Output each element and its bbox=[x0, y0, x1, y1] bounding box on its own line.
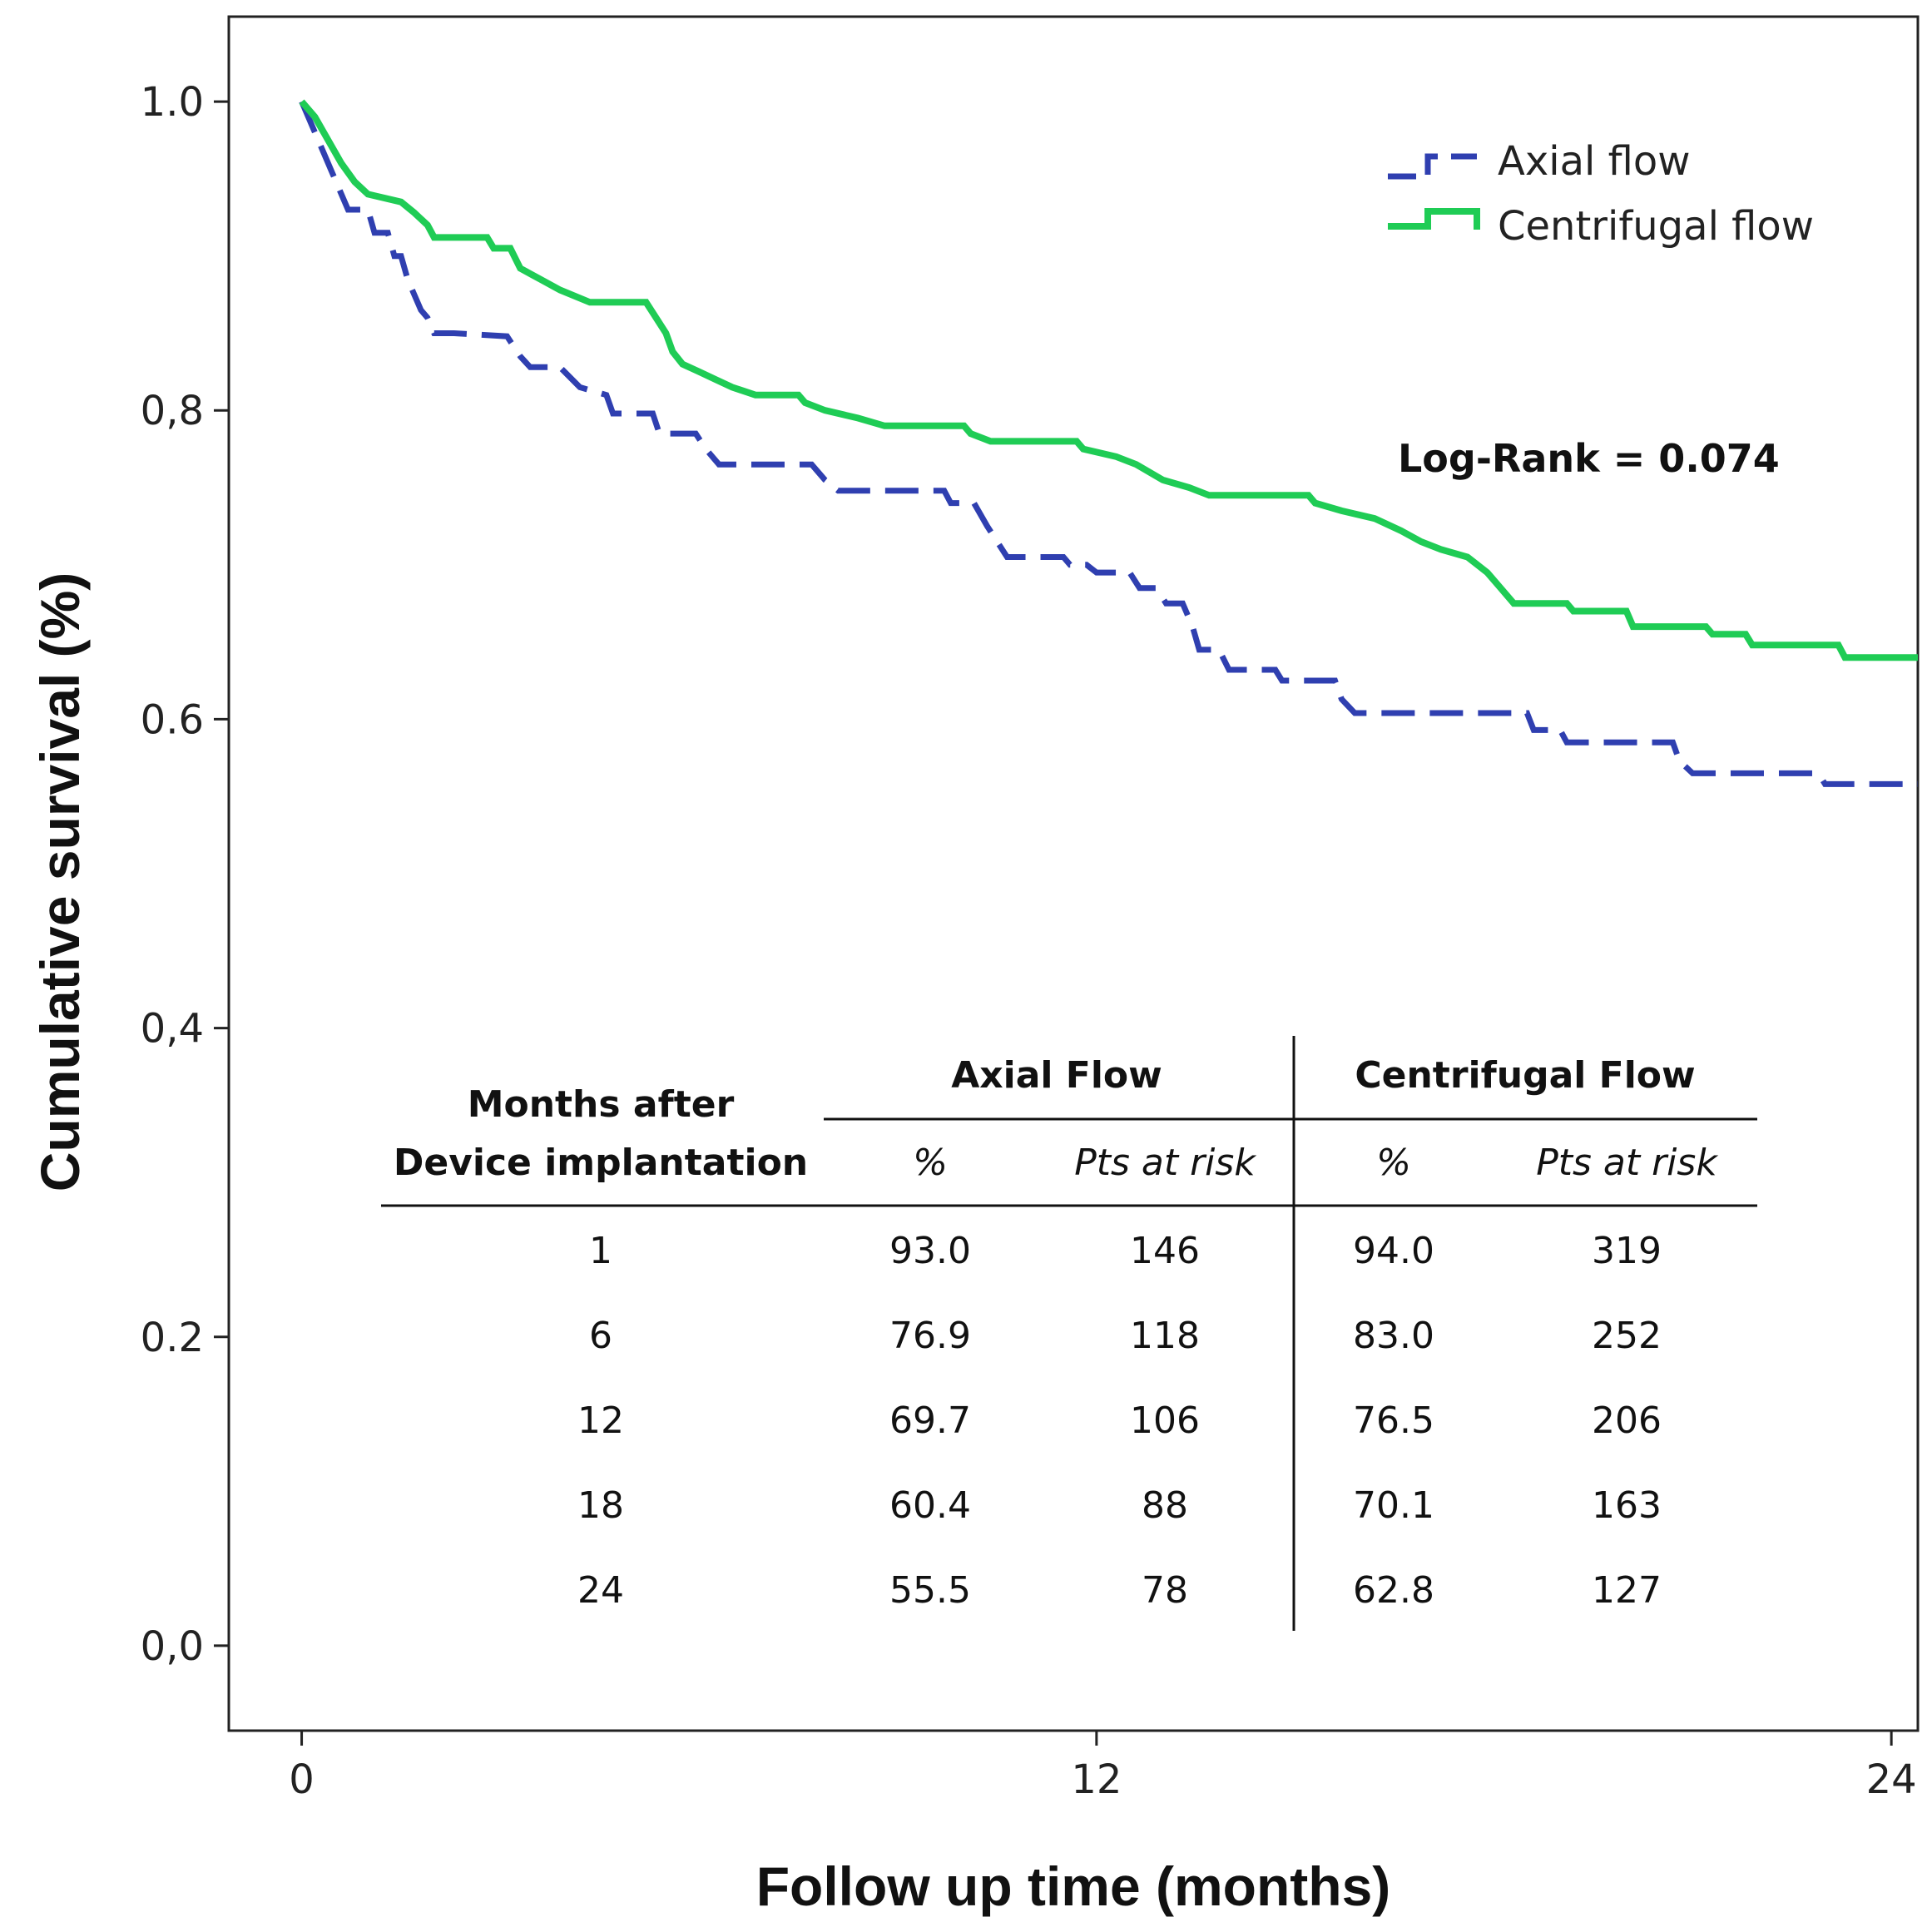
table-sub-centrifugal-pct: % bbox=[1376, 1142, 1411, 1184]
y-tick-label: 1.0 bbox=[141, 79, 204, 126]
table-cell: 62.8 bbox=[1353, 1569, 1434, 1612]
table-sub-axial-pct: % bbox=[913, 1142, 948, 1184]
table-cell: 127 bbox=[1592, 1569, 1662, 1612]
table-cell: 206 bbox=[1592, 1399, 1662, 1442]
table-cell: 76.9 bbox=[889, 1315, 971, 1357]
table-cell: 118 bbox=[1130, 1315, 1200, 1357]
table-cell: 18 bbox=[577, 1484, 624, 1527]
table-cell: 60.4 bbox=[889, 1484, 971, 1527]
table-cell: 6 bbox=[589, 1315, 612, 1357]
x-tick-label: 0 bbox=[289, 1756, 315, 1803]
table-cell: 106 bbox=[1130, 1399, 1200, 1442]
table-cell: 252 bbox=[1592, 1315, 1662, 1357]
x-axis: 0 12 24 bbox=[289, 1731, 1917, 1803]
table-cell: 70.1 bbox=[1353, 1484, 1434, 1527]
log-rank-annotation: Log-Rank = 0.074 bbox=[1398, 436, 1780, 481]
table-cell: 93.0 bbox=[889, 1230, 971, 1272]
plot-frame bbox=[227, 15, 1920, 1732]
table-cell: 94.0 bbox=[1353, 1230, 1434, 1272]
table-group-centrifugal: Centrifugal Flow bbox=[1355, 1054, 1695, 1097]
y-tick-label: 0.2 bbox=[141, 1315, 204, 1361]
centrifugal-flow-curve bbox=[299, 99, 1918, 661]
axial-flow-curve bbox=[299, 100, 1918, 787]
y-tick-label: 0,8 bbox=[141, 388, 204, 434]
table-cell: 83.0 bbox=[1353, 1315, 1434, 1357]
survival-curves bbox=[299, 99, 1918, 787]
legend-axial-swatch bbox=[1388, 153, 1477, 180]
table-cell: 319 bbox=[1592, 1230, 1662, 1272]
table-row-header-line1: Months after bbox=[468, 1083, 735, 1126]
y-axis-title: Cumulative survival (%) bbox=[29, 572, 91, 1192]
legend-centrifugal-swatch bbox=[1388, 208, 1480, 230]
legend-centrifugal-label: Centrifugal flow bbox=[1498, 203, 1814, 250]
table-cell: 88 bbox=[1142, 1484, 1188, 1527]
x-axis-title: Follow up time (months) bbox=[756, 1855, 1391, 1917]
y-axis: 0,0 0.2 0,4 0.6 0,8 1.0 bbox=[141, 79, 229, 1670]
table-cell: 24 bbox=[577, 1569, 624, 1612]
y-tick-label: 0,0 bbox=[141, 1623, 204, 1670]
survival-table: Months after Device implantation Axial F… bbox=[381, 1036, 1757, 1631]
table-sub-centrifugal-risk: Pts at risk bbox=[1536, 1142, 1718, 1184]
table-cell: 163 bbox=[1592, 1484, 1662, 1527]
legend: Axial flow Centrifugal flow bbox=[1388, 138, 1814, 250]
table-cell: 12 bbox=[577, 1399, 624, 1442]
table-cell: 1 bbox=[589, 1230, 612, 1272]
table-cell: 76.5 bbox=[1353, 1399, 1434, 1442]
table-sub-axial-risk: Pts at risk bbox=[1074, 1142, 1256, 1184]
legend-axial-label: Axial flow bbox=[1498, 138, 1690, 185]
x-tick-label: 12 bbox=[1071, 1756, 1122, 1803]
table-group-axial: Axial Flow bbox=[951, 1054, 1162, 1097]
table-cell: 78 bbox=[1142, 1569, 1188, 1612]
y-tick-label: 0.6 bbox=[141, 696, 204, 743]
table-cell: 55.5 bbox=[889, 1569, 971, 1612]
table-cell: 69.7 bbox=[889, 1399, 971, 1442]
table-body: 1 93.0 146 94.0 319 6 76.9 118 83.0 252 12 69.7 106 7… bbox=[577, 1230, 1662, 1612]
table-cell: 146 bbox=[1130, 1230, 1200, 1272]
x-tick-label: 24 bbox=[1866, 1756, 1917, 1803]
table-row-header-line2: Device implantation bbox=[394, 1142, 808, 1184]
y-tick-label: 0,4 bbox=[141, 1006, 204, 1053]
